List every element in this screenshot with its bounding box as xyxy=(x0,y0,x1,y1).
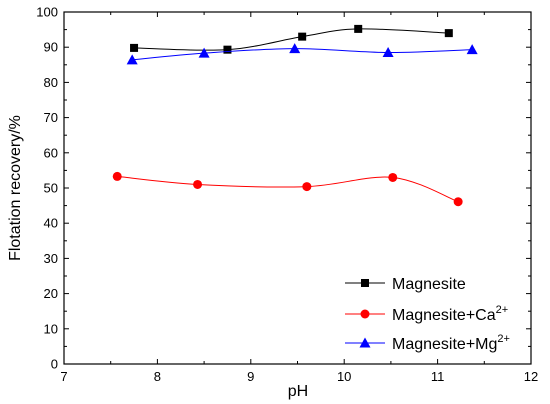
legend-label-sup: 2+ xyxy=(496,304,509,316)
data-point xyxy=(289,43,301,54)
legend-label-sup: 2+ xyxy=(497,333,510,345)
y-tick-label: 60 xyxy=(44,145,58,160)
series-line xyxy=(117,175,459,203)
series-line xyxy=(134,28,449,51)
y-tick-label: 40 xyxy=(44,216,58,231)
x-tick-label: 12 xyxy=(524,369,538,384)
y-tick-label: 30 xyxy=(44,251,58,266)
data-point xyxy=(354,24,363,33)
data-point xyxy=(453,197,463,207)
y-tick-label: 80 xyxy=(44,75,58,90)
legend-label: Magnesite xyxy=(392,276,466,293)
legend-label: Magnesite+Mg2+ xyxy=(392,333,510,353)
data-point xyxy=(298,32,307,41)
data-point xyxy=(382,46,394,57)
axis-ticks: 7 8 9 10 11 12 0 10 20 30 40 50 60 70 80 90 100 xyxy=(36,5,538,385)
legend-label-base: Magnesite+Mg xyxy=(392,336,497,353)
y-tick-label: 10 xyxy=(44,321,58,336)
data-point xyxy=(193,179,203,189)
x-tick-label: 7 xyxy=(60,369,67,384)
legend-item: Magnesite xyxy=(345,276,466,293)
y-tick-label: 100 xyxy=(36,5,58,20)
y-tick-label: 20 xyxy=(44,286,58,301)
y-tick-label: 0 xyxy=(51,357,58,372)
series-line xyxy=(132,48,473,61)
data-point xyxy=(302,182,312,192)
data-point xyxy=(388,172,398,182)
data-point xyxy=(198,47,210,58)
series-2 xyxy=(112,171,463,207)
legend-marker xyxy=(359,337,371,348)
series-1 xyxy=(130,24,453,54)
x-tick-label: 11 xyxy=(431,369,445,384)
legend-marker xyxy=(360,309,370,319)
legend-item: Magnesite+Mg2+ xyxy=(345,333,510,353)
data-point xyxy=(126,54,138,65)
y-tick-label: 70 xyxy=(44,110,58,125)
x-tick-label: 9 xyxy=(247,369,254,384)
y-tick-label: 90 xyxy=(44,40,58,55)
series-3 xyxy=(126,43,478,65)
legend-label-base: Magnesite xyxy=(392,276,466,293)
series-layer xyxy=(112,24,478,207)
legend-label-base: Magnesite+Ca xyxy=(392,307,496,324)
data-point xyxy=(223,45,232,54)
data-point xyxy=(466,44,478,55)
legend-label: Magnesite+Ca2+ xyxy=(392,304,508,324)
x-tick-label: 8 xyxy=(154,369,161,384)
data-point xyxy=(112,171,122,181)
legend-marker xyxy=(361,279,369,287)
y-tick-label: 50 xyxy=(44,181,58,196)
x-axis-title: pH xyxy=(288,383,308,400)
y-axis-title: Flotation recovery/% xyxy=(7,115,24,261)
data-point xyxy=(130,43,139,52)
legend-item: Magnesite+Ca2+ xyxy=(345,304,508,324)
data-point xyxy=(444,29,453,38)
x-tick-label: 10 xyxy=(337,369,351,384)
